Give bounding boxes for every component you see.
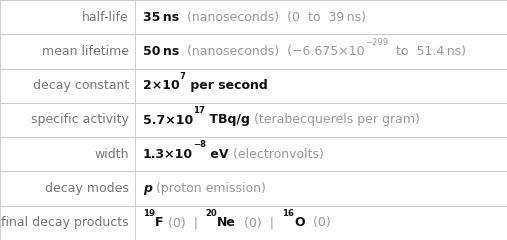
Text: Ne: Ne (218, 216, 236, 229)
Text: (0)  |: (0) | (163, 216, 205, 229)
Text: decay constant: decay constant (33, 79, 129, 92)
Text: 16: 16 (282, 209, 294, 218)
Text: per second: per second (186, 79, 267, 92)
Text: (0): (0) (305, 216, 331, 229)
Text: eV: eV (206, 148, 229, 161)
Text: (0)  |: (0) | (236, 216, 282, 229)
Text: decay modes: decay modes (45, 182, 129, 195)
Text: (proton emission): (proton emission) (152, 182, 266, 195)
Text: (nanoseconds)  (−6.675×10: (nanoseconds) (−6.675×10 (179, 45, 365, 58)
Text: (nanoseconds)  (0  to  39 ns): (nanoseconds) (0 to 39 ns) (179, 11, 366, 24)
Text: 1.3×10: 1.3×10 (143, 148, 193, 161)
Text: specific activity: specific activity (31, 114, 129, 126)
Text: 19: 19 (143, 209, 155, 218)
Text: 17: 17 (193, 106, 205, 115)
Text: TBq/g: TBq/g (205, 114, 250, 126)
Text: 7: 7 (180, 72, 186, 81)
Text: 50 ns: 50 ns (143, 45, 179, 58)
Text: 35 ns: 35 ns (143, 11, 179, 24)
Text: 20: 20 (205, 209, 218, 218)
Text: −8: −8 (193, 140, 206, 150)
Text: p: p (143, 182, 152, 195)
Text: 5.7×10: 5.7×10 (143, 114, 193, 126)
Text: (terabecquerels per gram): (terabecquerels per gram) (250, 114, 420, 126)
Text: to  51.4 ns): to 51.4 ns) (388, 45, 466, 58)
Text: 2×10: 2×10 (143, 79, 180, 92)
Text: width: width (94, 148, 129, 161)
Text: O: O (294, 216, 305, 229)
Text: (electronvolts): (electronvolts) (229, 148, 323, 161)
Text: mean lifetime: mean lifetime (42, 45, 129, 58)
Text: −299: −299 (365, 38, 388, 47)
Text: half-life: half-life (82, 11, 129, 24)
Text: final decay products: final decay products (2, 216, 129, 229)
Text: F: F (155, 216, 163, 229)
